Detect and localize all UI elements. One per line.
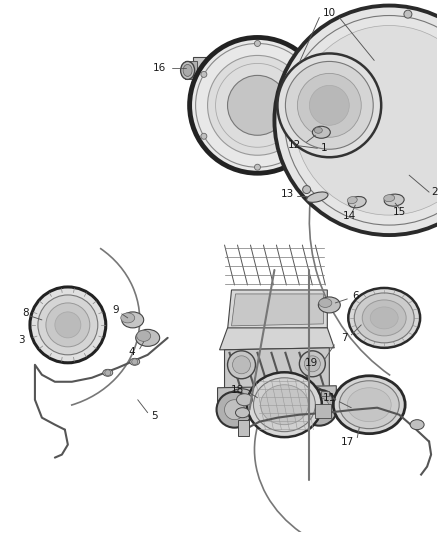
- Text: 2: 2: [431, 187, 438, 197]
- Ellipse shape: [362, 300, 406, 336]
- Text: 12: 12: [288, 140, 301, 150]
- Polygon shape: [218, 386, 336, 402]
- Circle shape: [254, 164, 261, 170]
- Ellipse shape: [347, 387, 391, 422]
- Polygon shape: [219, 328, 334, 350]
- Circle shape: [304, 356, 320, 372]
- Ellipse shape: [237, 394, 252, 406]
- Bar: [237, 419, 250, 435]
- Text: 13: 13: [281, 189, 294, 199]
- Text: 7: 7: [341, 333, 348, 343]
- Circle shape: [284, 79, 292, 87]
- Text: 16: 16: [153, 63, 166, 74]
- Text: 1: 1: [321, 143, 328, 154]
- Ellipse shape: [410, 419, 424, 430]
- Ellipse shape: [339, 381, 399, 429]
- Circle shape: [308, 133, 314, 139]
- Bar: [315, 403, 331, 418]
- Circle shape: [308, 71, 314, 77]
- Circle shape: [275, 5, 438, 235]
- Ellipse shape: [180, 61, 194, 79]
- Circle shape: [190, 37, 325, 173]
- Ellipse shape: [370, 307, 398, 329]
- Circle shape: [132, 359, 138, 365]
- Ellipse shape: [254, 378, 315, 432]
- Circle shape: [201, 133, 207, 139]
- Ellipse shape: [247, 372, 322, 437]
- Text: 6: 6: [352, 291, 359, 301]
- Circle shape: [46, 303, 90, 347]
- Text: 11: 11: [323, 393, 336, 403]
- Text: 14: 14: [343, 211, 356, 221]
- Circle shape: [227, 351, 255, 379]
- Circle shape: [277, 53, 381, 157]
- Ellipse shape: [333, 376, 405, 434]
- Circle shape: [208, 55, 307, 155]
- Ellipse shape: [136, 329, 160, 346]
- Circle shape: [201, 71, 207, 77]
- Text: 4: 4: [128, 347, 135, 357]
- Circle shape: [309, 398, 329, 418]
- Circle shape: [233, 356, 251, 374]
- Circle shape: [55, 312, 81, 338]
- Ellipse shape: [354, 293, 414, 343]
- Ellipse shape: [348, 197, 366, 208]
- Circle shape: [301, 390, 337, 426]
- Circle shape: [30, 287, 106, 363]
- Ellipse shape: [103, 369, 113, 376]
- Circle shape: [286, 61, 373, 149]
- Ellipse shape: [121, 313, 135, 323]
- Polygon shape: [232, 294, 323, 326]
- Circle shape: [297, 74, 361, 138]
- Circle shape: [309, 85, 349, 125]
- Ellipse shape: [183, 64, 192, 76]
- Text: 18: 18: [231, 385, 244, 395]
- Text: 15: 15: [392, 207, 406, 217]
- Text: 9: 9: [113, 305, 119, 315]
- Circle shape: [294, 26, 438, 215]
- Ellipse shape: [307, 192, 328, 203]
- Circle shape: [404, 10, 412, 18]
- Bar: [229, 62, 237, 75]
- Ellipse shape: [318, 297, 340, 313]
- Bar: [184, 61, 197, 79]
- Circle shape: [303, 185, 311, 193]
- Text: 19: 19: [305, 358, 318, 368]
- Ellipse shape: [122, 312, 144, 328]
- Text: 8: 8: [22, 308, 28, 318]
- Ellipse shape: [319, 298, 332, 308]
- Circle shape: [105, 370, 111, 376]
- Circle shape: [38, 295, 98, 355]
- Ellipse shape: [347, 197, 357, 204]
- Text: 5: 5: [152, 411, 158, 421]
- Ellipse shape: [130, 358, 140, 365]
- Ellipse shape: [137, 330, 151, 341]
- Text: 10: 10: [323, 7, 336, 18]
- Ellipse shape: [261, 385, 308, 425]
- Circle shape: [216, 392, 252, 427]
- Circle shape: [225, 400, 244, 419]
- Circle shape: [227, 75, 287, 135]
- Bar: [193, 58, 230, 83]
- Ellipse shape: [384, 194, 404, 206]
- Polygon shape: [225, 348, 329, 390]
- Circle shape: [300, 351, 325, 377]
- Ellipse shape: [236, 408, 250, 418]
- Text: 17: 17: [341, 437, 354, 447]
- Ellipse shape: [348, 288, 420, 348]
- Ellipse shape: [232, 389, 251, 399]
- Ellipse shape: [312, 126, 330, 138]
- Ellipse shape: [302, 387, 322, 397]
- Circle shape: [254, 41, 261, 46]
- Polygon shape: [227, 290, 327, 330]
- Ellipse shape: [314, 127, 322, 133]
- Ellipse shape: [384, 195, 395, 201]
- Bar: [321, 391, 329, 395]
- Text: 3: 3: [18, 335, 25, 345]
